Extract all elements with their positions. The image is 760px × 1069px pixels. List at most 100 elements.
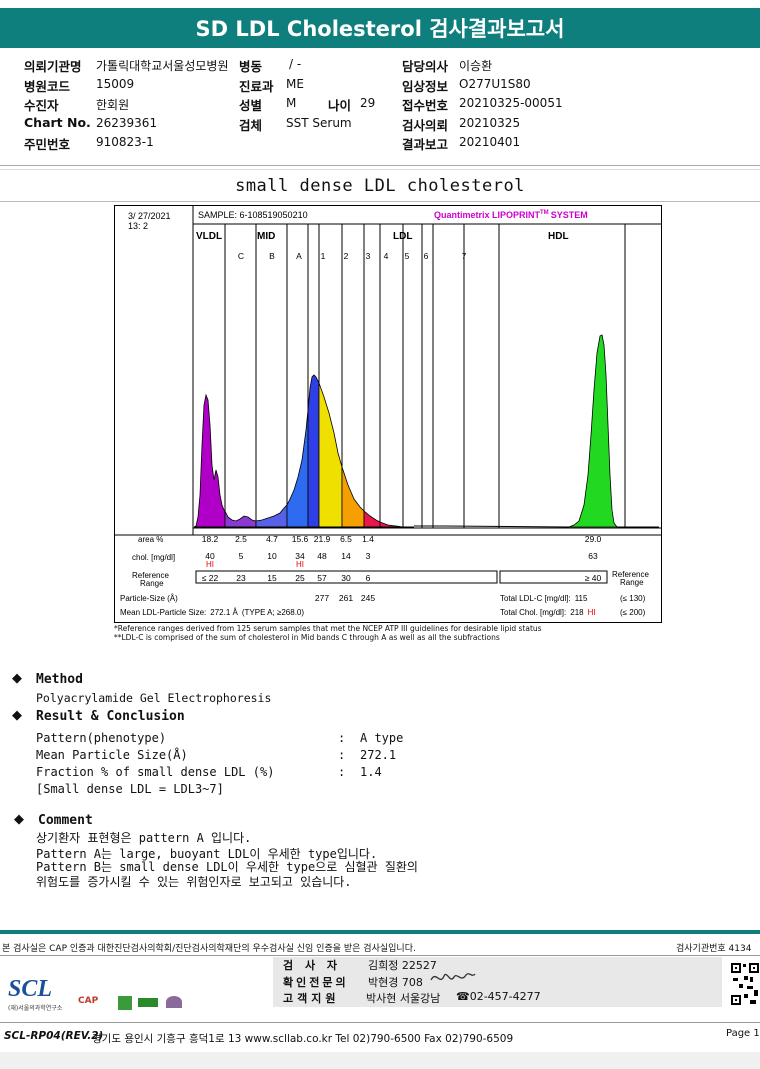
mean-value: 272.1 Å	[210, 608, 238, 617]
specimen-value: SST Serum	[286, 116, 352, 130]
total-ldl-ref: (≤ 130)	[620, 594, 646, 603]
doc-code: SCL-RP04(REV.2)	[4, 1030, 104, 1042]
ward-value: / -	[289, 57, 302, 71]
curve-baseline	[194, 525, 659, 528]
result-label: Fraction % of small dense LDL (%)	[36, 765, 275, 779]
divider	[0, 165, 760, 166]
band-label: 4	[384, 251, 389, 261]
total-chol-ref: (≤ 200)	[620, 608, 646, 617]
signature-panel	[273, 957, 722, 1007]
method-text: Polyacrylamide Gel Electrophoresis	[36, 691, 272, 705]
chart-system-name: Quantimetrix LIPOPRINT	[434, 210, 541, 220]
divider	[0, 1022, 760, 1023]
chol-value: 14	[341, 551, 351, 561]
result-sep: :	[338, 765, 346, 779]
report-date-value: 20210401	[459, 135, 521, 149]
scl-logo-sub: (재)서울의과학연구소	[8, 1005, 63, 1012]
report-date-label: 결과보고	[402, 137, 449, 152]
tester-value: 김희정 22527	[368, 959, 437, 972]
area-value: 29.0	[585, 534, 602, 544]
chart-time: 13: 2	[128, 221, 148, 231]
total-ldl-label: Total LDL-C [mg/dl]:	[500, 594, 571, 603]
receipt-label: 접수번호	[402, 98, 449, 113]
ref-value: ≤ 22	[202, 573, 219, 583]
hi-flag: HI	[206, 560, 214, 569]
chart-system-suffix: SYSTEM	[551, 210, 588, 220]
report-title: SD LDL Cholesterol 검사결과보고서	[0, 8, 760, 48]
divider	[0, 169, 760, 170]
patient-value: 한회원	[96, 98, 130, 112]
total-chol-label: Total Chol. [mg/dl]:	[500, 608, 566, 617]
comment-line: 상기환자 표현형은 pattern A 입니다.	[36, 831, 252, 845]
chol-value: 3	[366, 551, 371, 561]
table-values: 18.2 2.5 4.7 15.6 21.9 6.5 1.4 29.0 40 5 10 34 48 14 3…	[202, 534, 602, 603]
result-sep: :	[338, 748, 346, 762]
ref-value: 15	[267, 573, 277, 583]
group-label-vldl: VLDL	[196, 231, 222, 242]
age-value: 29	[360, 96, 376, 110]
chart-no-value: 26239361	[96, 116, 158, 130]
area-value: 15.6	[292, 534, 309, 544]
ref-label-right: Reference	[612, 570, 649, 579]
address: 경기도 용인시 기흥구 흥덕1로 13 www.scllab.co.kr Tel…	[92, 1033, 514, 1045]
doctor-label: 담당의사	[402, 59, 449, 74]
section-title: small dense LDL cholesterol	[235, 176, 525, 196]
footnote-2: **LDL-C is comprised of the sum of chole…	[114, 633, 500, 642]
chol-value: 34	[295, 551, 305, 561]
ref-value: 25	[295, 573, 305, 583]
mean-type: (TYPE A; ≥268.0)	[242, 608, 305, 617]
total-chol: Total Chol. [mg/dl]: 218 HI	[500, 608, 596, 617]
cert-badge-icon	[138, 998, 158, 1007]
comment-line: Pattern A는 large, buoyant LDL이 우세한 type입…	[36, 847, 378, 861]
hi-flag: HI	[296, 560, 304, 569]
specialist-value: 박현경 708	[368, 976, 423, 989]
chart-system: Quantimetrix LIPOPRINTTM SYSTEM	[434, 210, 588, 220]
ref-value: 23	[236, 573, 246, 583]
chart-sample: SAMPLE: 6-108519050210	[198, 210, 308, 220]
area-value: 6.5	[340, 534, 352, 544]
psize-value: 261	[339, 593, 353, 603]
method-heading: Method	[36, 672, 83, 687]
support-phone: ☎02-457-4277	[456, 990, 541, 1003]
psize-label: Particle-Size (Å)	[120, 594, 178, 603]
area-label: area %	[138, 535, 163, 544]
band-label: 6	[424, 251, 429, 261]
area-value: 18.2	[202, 534, 219, 544]
result-value: 1.4	[360, 765, 382, 779]
mean-label: Mean LDL-Particle Size: 272.1 Å (TYPE A; ≥…	[120, 608, 304, 617]
band-label: A	[296, 251, 302, 261]
comment-line: Pattern B는 small dense LDL이 우세한 type으로 심…	[36, 860, 418, 874]
area-value: 21.9	[314, 534, 331, 544]
ref-value: 6	[366, 573, 371, 583]
dept-label: 진료과	[239, 79, 274, 94]
hospital-value: 가톨릭대학교서울성모병원	[96, 59, 229, 73]
cert-badge-icon	[118, 996, 132, 1010]
ref-label: Reference	[132, 571, 169, 580]
chart-date: 3/ 27/2021	[128, 211, 171, 221]
result-heading: Result & Conclusion	[36, 709, 185, 724]
page-number: Page 1	[726, 1028, 760, 1039]
hospital-label: 의뢰기관명	[24, 59, 82, 74]
chol-label: chol. [mg/dl]	[132, 553, 175, 562]
divider	[0, 201, 760, 202]
chart-frame	[114, 205, 662, 623]
result-label: Mean Particle Size(Å)	[36, 748, 188, 762]
chol-value: 10	[267, 551, 277, 561]
ref-label-right-2: Range	[620, 578, 644, 587]
comment-heading: Comment	[38, 813, 93, 828]
code-value: 15009	[96, 77, 135, 91]
total-ldl: Total LDL-C [mg/dl]: 115	[500, 594, 588, 603]
diamond-icon: ◆	[12, 708, 22, 723]
total-chol-flag: HI	[588, 608, 596, 617]
ref-value: 57	[317, 573, 327, 583]
chart-system-tm: TM	[540, 210, 549, 216]
rrn-value: 910823-1	[96, 135, 154, 149]
comment-line: 위험도를 증가시킬 수 있는 위험인자로 보고되고 있습니다.	[36, 875, 352, 889]
qr-code-icon	[730, 962, 760, 1006]
cert-badge-icon	[166, 996, 182, 1008]
curve-band-area	[307, 374, 320, 528]
receipt-value: 20210325-00051	[459, 96, 563, 110]
support-value: 박사현 서울강남	[366, 992, 441, 1005]
page-bottom-margin	[0, 1052, 760, 1069]
ward-label: 병동	[239, 59, 263, 74]
